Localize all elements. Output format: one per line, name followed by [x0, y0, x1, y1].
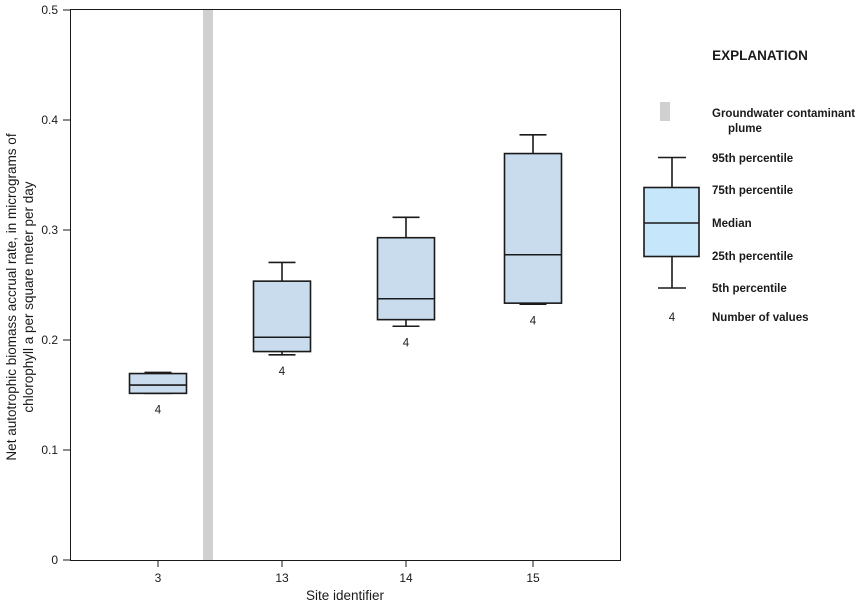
- x-axis: 3 13 14 15: [155, 560, 540, 585]
- y-axis-title-line-1: Net autotrophic biomass accrual rate, in…: [4, 133, 19, 460]
- legend-p75-label: 75th percentile: [712, 185, 793, 197]
- y-axis-title: Net autotrophic biomass accrual rate, in…: [4, 133, 36, 460]
- y-tick-label: 0: [51, 553, 58, 567]
- box-site-15: 4: [503, 134, 563, 327]
- y-tick-label: 0.5: [41, 3, 58, 17]
- legend-p5-label: 5th percentile: [712, 283, 787, 295]
- legend-plume-label: Groundwater contaminant: [712, 108, 855, 120]
- interquartile-box: [376, 236, 436, 321]
- legend-box: [643, 186, 700, 258]
- legend-title: EXPLANATION: [712, 48, 808, 63]
- interquartile-box: [503, 152, 563, 304]
- x-tick-label: 14: [399, 571, 413, 585]
- x-tick-label: 3: [155, 571, 162, 585]
- legend-plume-label-cont: plume: [728, 123, 762, 135]
- y-tick-label: 0.1: [41, 443, 58, 457]
- number-of-values-label: 4: [530, 315, 537, 327]
- legend-count-label: Number of values: [712, 312, 809, 324]
- groundwater-plume-band: [203, 10, 213, 560]
- legend: EXPLANATION Groundwater contaminant plum…: [643, 48, 855, 324]
- number-of-values-label: 4: [403, 337, 410, 349]
- box-site-13: 4: [252, 261, 312, 378]
- x-axis-title: Site identifier: [306, 588, 385, 603]
- box-site-14: 4: [376, 216, 436, 349]
- y-tick-label: 0.2: [41, 333, 58, 347]
- box-site-3: 4: [128, 371, 188, 416]
- y-tick-label: 0.3: [41, 223, 58, 237]
- plot-area-frame: [70, 9, 621, 561]
- legend-median-label: Median: [712, 218, 752, 230]
- y-tick-label: 0.4: [41, 113, 58, 127]
- y-axis: 0 0.1 0.2 0.3 0.4 0.5: [41, 3, 70, 567]
- x-tick-label: 15: [526, 571, 540, 585]
- legend-p95-label: 95th percentile: [712, 153, 793, 165]
- number-of-values-label: 4: [155, 404, 162, 416]
- interquartile-box: [252, 280, 312, 353]
- x-tick-label: 13: [275, 571, 289, 585]
- legend-count-symbol: 4: [669, 312, 676, 324]
- legend-p25-label: 25th percentile: [712, 251, 793, 263]
- legend-plume-swatch: [660, 102, 670, 121]
- interquartile-box: [128, 372, 188, 395]
- box-series: 4 4 4 4: [128, 134, 563, 416]
- y-axis-title-line-2: chlorophyll a per square meter per day: [21, 181, 36, 412]
- number-of-values-label: 4: [279, 366, 286, 378]
